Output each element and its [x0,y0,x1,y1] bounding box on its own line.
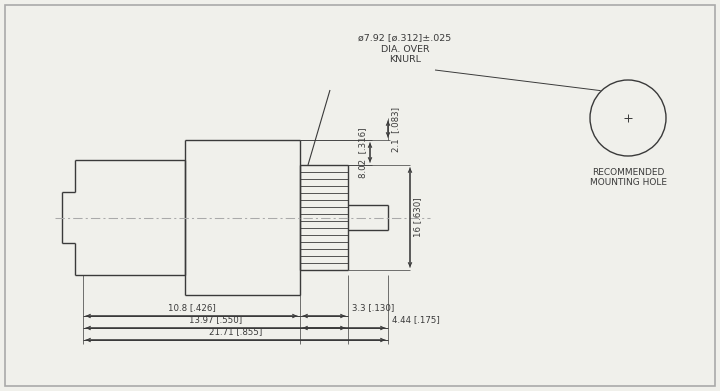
Text: DIA. OVER: DIA. OVER [381,45,429,54]
Text: RECOMMENDED: RECOMMENDED [592,168,664,177]
Text: 3.3 [.130]: 3.3 [.130] [352,303,395,312]
Text: 16 [.630]: 16 [.630] [413,198,422,237]
Text: 2.1  [.083]: 2.1 [.083] [391,106,400,151]
Text: ø7.92 [ø.312]±.025: ø7.92 [ø.312]±.025 [359,34,451,43]
Text: 13.97 [.550]: 13.97 [.550] [189,315,242,324]
Text: 4.44 [.175]: 4.44 [.175] [392,315,440,324]
Text: 8.02  [.316]: 8.02 [.316] [358,127,367,178]
Text: KNURL: KNURL [389,56,421,65]
Text: MOUNTING HOLE: MOUNTING HOLE [590,178,667,187]
Text: 21.71 [.855]: 21.71 [.855] [209,327,262,336]
Text: 10.8 [.426]: 10.8 [.426] [168,303,215,312]
